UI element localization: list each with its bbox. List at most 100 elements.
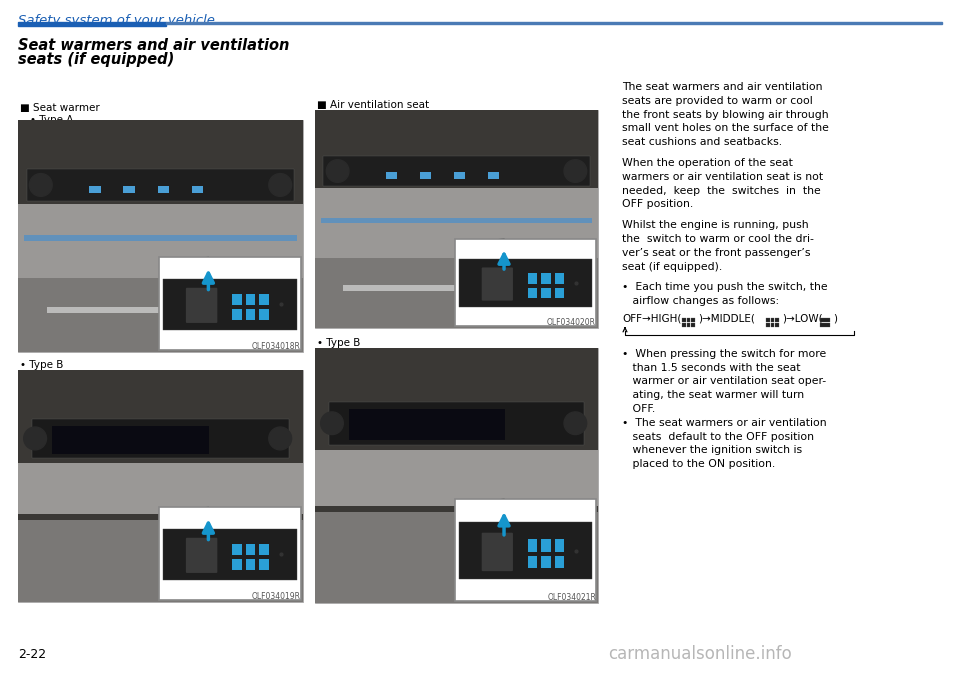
Bar bbox=[324, 156, 589, 186]
Text: 2-22: 2-22 bbox=[18, 648, 46, 661]
Bar bbox=[246, 544, 255, 555]
Circle shape bbox=[269, 427, 292, 450]
Bar bbox=[27, 169, 295, 201]
Bar bbox=[259, 559, 269, 570]
FancyBboxPatch shape bbox=[158, 257, 301, 350]
Text: warmer or air ventilation seat oper-: warmer or air ventilation seat oper- bbox=[622, 377, 827, 386]
Bar bbox=[691, 318, 694, 322]
FancyBboxPatch shape bbox=[482, 533, 513, 571]
Bar bbox=[18, 277, 303, 352]
Text: OLF034020R: OLF034020R bbox=[547, 318, 596, 327]
Text: the front seats by blowing air through: the front seats by blowing air through bbox=[622, 109, 828, 119]
Bar bbox=[315, 259, 598, 328]
Bar bbox=[555, 288, 564, 298]
Text: • Type B: • Type B bbox=[20, 360, 63, 370]
Text: •  The seat warmers or air ventilation: • The seat warmers or air ventilation bbox=[622, 418, 827, 428]
Bar bbox=[232, 559, 242, 570]
Text: OFF.: OFF. bbox=[622, 404, 656, 414]
Text: ■ Seat warmer: ■ Seat warmer bbox=[20, 103, 100, 113]
Bar bbox=[528, 556, 538, 568]
Bar bbox=[541, 556, 550, 568]
Text: than 1.5 seconds with the seat: than 1.5 seconds with the seat bbox=[622, 362, 801, 373]
Bar bbox=[18, 370, 303, 602]
Bar bbox=[691, 323, 694, 327]
Bar bbox=[315, 348, 598, 455]
Bar bbox=[321, 218, 592, 223]
Text: airflow changes as follows:: airflow changes as follows: bbox=[622, 296, 780, 306]
Bar bbox=[315, 110, 598, 193]
Text: ): ) bbox=[833, 314, 837, 324]
Bar bbox=[246, 559, 255, 570]
Bar bbox=[232, 309, 242, 321]
Bar bbox=[315, 188, 598, 259]
Bar bbox=[459, 522, 591, 578]
Bar bbox=[315, 450, 598, 506]
Circle shape bbox=[564, 412, 587, 435]
Bar bbox=[163, 529, 297, 580]
Bar bbox=[775, 318, 779, 322]
Bar bbox=[386, 172, 397, 179]
Text: OLF034021R: OLF034021R bbox=[547, 593, 596, 602]
Text: the  switch to warm or cool the dri-: the switch to warm or cool the dri- bbox=[622, 234, 814, 244]
Text: seats are provided to warm or cool: seats are provided to warm or cool bbox=[622, 96, 813, 106]
Text: Safety system of your vehicle: Safety system of your vehicle bbox=[18, 14, 215, 27]
Bar bbox=[24, 235, 298, 241]
Text: OLF034018R: OLF034018R bbox=[252, 342, 301, 351]
Bar bbox=[18, 463, 303, 514]
Bar bbox=[18, 204, 303, 277]
Text: OLF034019R: OLF034019R bbox=[252, 592, 301, 601]
FancyBboxPatch shape bbox=[186, 288, 217, 323]
Bar bbox=[166, 22, 942, 24]
Bar bbox=[259, 309, 269, 321]
Bar bbox=[820, 318, 830, 322]
Bar bbox=[246, 294, 255, 305]
Bar bbox=[315, 506, 598, 603]
Bar bbox=[259, 294, 269, 305]
Bar bbox=[686, 318, 690, 322]
Bar bbox=[541, 288, 550, 298]
Bar bbox=[315, 110, 598, 328]
Bar bbox=[771, 323, 774, 327]
Bar bbox=[315, 506, 598, 512]
Bar bbox=[52, 426, 209, 454]
Text: seats (if equipped): seats (if equipped) bbox=[18, 52, 175, 67]
Bar bbox=[459, 259, 591, 307]
Bar bbox=[18, 120, 303, 208]
Text: Whilst the engine is running, push: Whilst the engine is running, push bbox=[622, 220, 808, 230]
Bar bbox=[163, 279, 297, 329]
Bar bbox=[528, 288, 538, 298]
Bar bbox=[454, 172, 465, 179]
Text: ver’s seat or the front passenger’s: ver’s seat or the front passenger’s bbox=[622, 248, 810, 258]
Text: Seat warmers and air ventilation: Seat warmers and air ventilation bbox=[18, 38, 289, 53]
Text: • Type B: • Type B bbox=[317, 338, 360, 348]
Text: •  When pressing the switch for more: • When pressing the switch for more bbox=[622, 349, 827, 359]
Circle shape bbox=[269, 173, 292, 196]
Bar bbox=[18, 514, 303, 602]
FancyBboxPatch shape bbox=[482, 267, 513, 300]
Text: seat (if equipped).: seat (if equipped). bbox=[622, 262, 722, 271]
Text: placed to the ON position.: placed to the ON position. bbox=[622, 459, 776, 469]
Text: The seat warmers and air ventilation: The seat warmers and air ventilation bbox=[622, 82, 823, 92]
Bar bbox=[528, 273, 538, 284]
Bar bbox=[259, 544, 269, 555]
Bar bbox=[555, 539, 564, 551]
FancyBboxPatch shape bbox=[454, 499, 596, 601]
Bar bbox=[18, 22, 166, 26]
Bar bbox=[329, 402, 584, 445]
Bar bbox=[766, 323, 770, 327]
Bar bbox=[33, 418, 289, 458]
Text: ■ Air ventilation seat: ■ Air ventilation seat bbox=[317, 100, 429, 110]
Bar bbox=[18, 120, 303, 352]
Bar bbox=[349, 409, 505, 440]
Circle shape bbox=[326, 160, 349, 182]
Text: When the operation of the seat: When the operation of the seat bbox=[622, 158, 793, 168]
Text: OFF position.: OFF position. bbox=[622, 199, 693, 209]
Text: warmers or air ventilation seat is not: warmers or air ventilation seat is not bbox=[622, 172, 823, 182]
Bar bbox=[682, 318, 685, 322]
Text: needed,  keep  the  switches  in  the: needed, keep the switches in the bbox=[622, 186, 821, 196]
Circle shape bbox=[321, 412, 344, 435]
Bar bbox=[555, 556, 564, 568]
Text: )→MIDDLE(: )→MIDDLE( bbox=[698, 314, 755, 324]
Circle shape bbox=[24, 427, 46, 450]
Bar bbox=[232, 544, 242, 555]
